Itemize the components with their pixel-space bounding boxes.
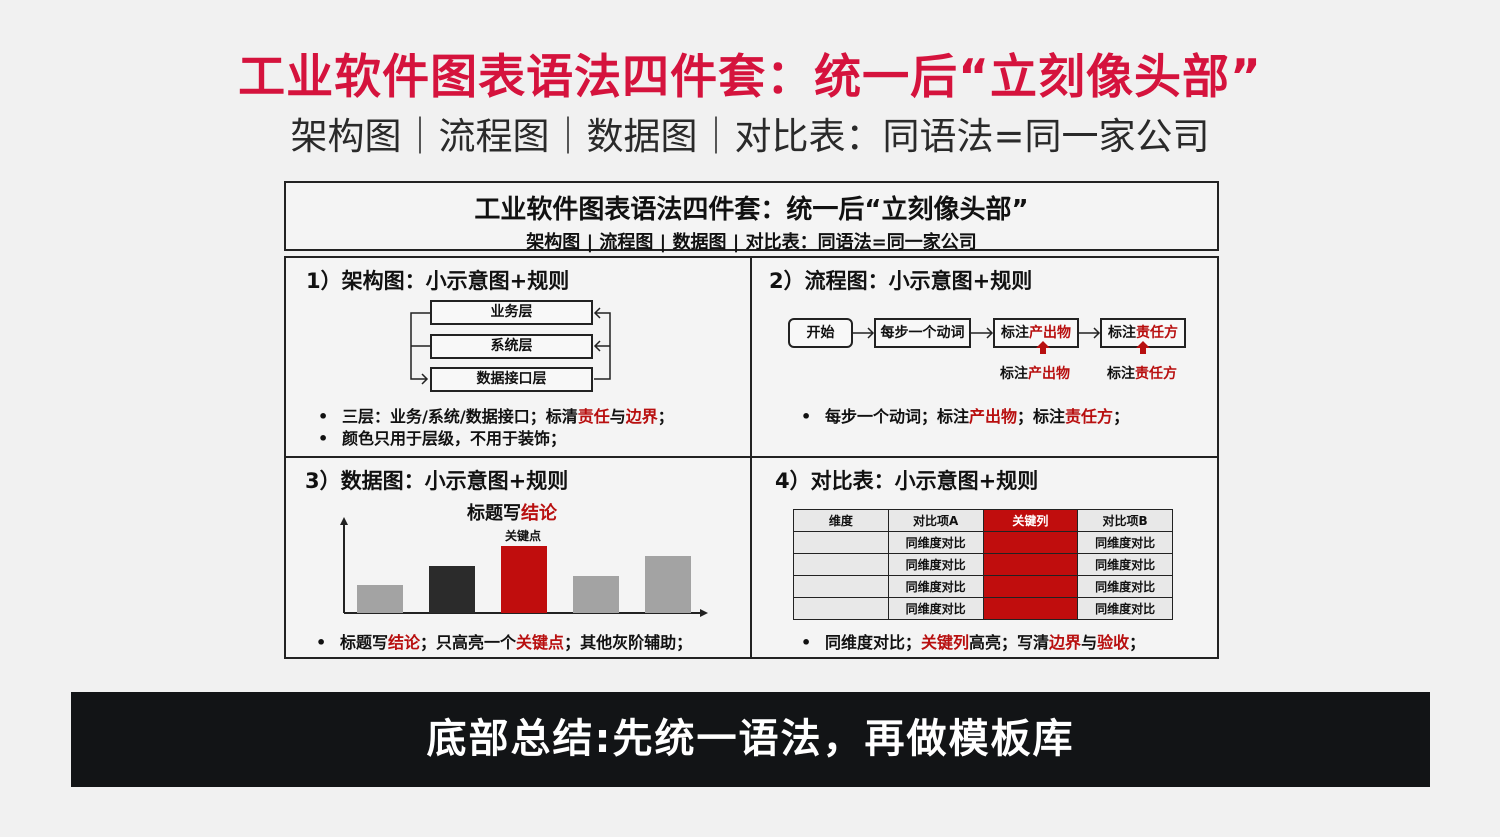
panel3-heading: 3）数据图：小示意图+规则 — [305, 469, 569, 493]
column-header: 对比项B — [1077, 509, 1173, 532]
table-cell — [982, 597, 1079, 620]
layer-business: 业务层 — [430, 300, 593, 325]
panel1-bullet2: 颜色只用于层级，不用于装饰； — [318, 425, 566, 449]
inner-title: 工业软件图表语法四件套：统一后“立刻像头部” — [474, 195, 1029, 225]
arrow-up-icon — [1136, 341, 1150, 354]
layer-connectors — [410, 307, 611, 385]
table-cell: 同维度对比 — [887, 597, 984, 620]
flow-step-output: 标注产出物 — [993, 318, 1079, 348]
comparison-table: 维度 对比项A 关键列 对比项B 同维度对比 同维度对比 同维度对比 同维度对比 同维度对比 同维… — [793, 509, 1173, 620]
table-cell — [793, 597, 889, 620]
flow-arrows — [853, 327, 1150, 354]
chart-title: 标题写结论 — [467, 503, 557, 524]
arrow-up-icon — [1036, 341, 1050, 354]
flow-step-verb: 每步一个动词 — [874, 318, 971, 348]
bar-key — [501, 546, 547, 613]
page-title: 工业软件图表语法四件套：统一后“立刻像头部” — [238, 50, 1262, 105]
table-header-row: 维度 对比项A 关键列 对比项B — [793, 509, 1173, 532]
table-cell: 同维度对比 — [1077, 553, 1173, 576]
footer-summary: 底部总结:先统一语法，再做模板库 — [71, 692, 1430, 787]
table-cell — [982, 575, 1079, 598]
panel1-bullet1: 三层：业务/系统/数据接口；标清责任与边界； — [318, 403, 674, 427]
page-subtitle: 架构图｜流程图｜数据图｜对比表：同语法=同一家公司 — [290, 115, 1210, 158]
column-header: 维度 — [793, 509, 889, 532]
bar — [573, 576, 619, 613]
table-cell: 同维度对比 — [887, 531, 984, 554]
table-cell — [982, 531, 1079, 554]
table-cell — [793, 575, 889, 598]
bar — [429, 566, 475, 613]
bar — [357, 585, 403, 613]
panel4-heading: 4）对比表：小示意图+规则 — [775, 469, 1039, 493]
table-row: 同维度对比 同维度对比 — [793, 553, 1173, 576]
column-header: 关键列 — [982, 509, 1079, 532]
bar-chart — [340, 517, 708, 617]
table-cell: 同维度对比 — [1077, 575, 1173, 598]
table-cell: 同维度对比 — [887, 575, 984, 598]
flow-note-output: 标注产出物 — [1000, 366, 1070, 382]
panel2-heading: 2）流程图：小示意图+规则 — [769, 269, 1033, 293]
table-cell — [982, 553, 1079, 576]
panel3-bullet: 标题写结论；只高亮一个关键点；其他灰阶辅助； — [316, 629, 692, 653]
flow-note-owner: 标注责任方 — [1107, 366, 1177, 382]
table-cell — [793, 553, 889, 576]
panel2-bullet: 每步一个动词；标注产出物；标注责任方； — [801, 403, 1129, 427]
table-row: 同维度对比 同维度对比 — [793, 575, 1173, 598]
table-row: 同维度对比 同维度对比 — [793, 531, 1173, 554]
inner-header: 工业软件图表语法四件套：统一后“立刻像头部” 架构图 | 流程图 | 数据图 |… — [284, 181, 1219, 253]
inner-subtitle: 架构图 | 流程图 | 数据图 | 对比表：同语法=同一家公司 — [526, 232, 977, 253]
key-point-label: 关键点 — [505, 529, 542, 543]
column-header: 对比项A — [887, 509, 984, 532]
layer-data-interface: 数据接口层 — [430, 367, 593, 392]
table-cell — [793, 531, 889, 554]
bar — [645, 556, 691, 613]
layer-system: 系统层 — [430, 334, 593, 359]
table-cell: 同维度对比 — [1077, 531, 1173, 554]
table-cell: 同维度对比 — [887, 553, 984, 576]
flow-start: 开始 — [788, 318, 853, 348]
divider — [284, 456, 1219, 458]
panel1-heading: 1）架构图：小示意图+规则 — [306, 269, 570, 293]
table-row: 同维度对比 同维度对比 — [793, 597, 1173, 620]
table-cell: 同维度对比 — [1077, 597, 1173, 620]
panel4-bullet: 同维度对比；关键列高亮；写清边界与验收； — [801, 629, 1145, 653]
